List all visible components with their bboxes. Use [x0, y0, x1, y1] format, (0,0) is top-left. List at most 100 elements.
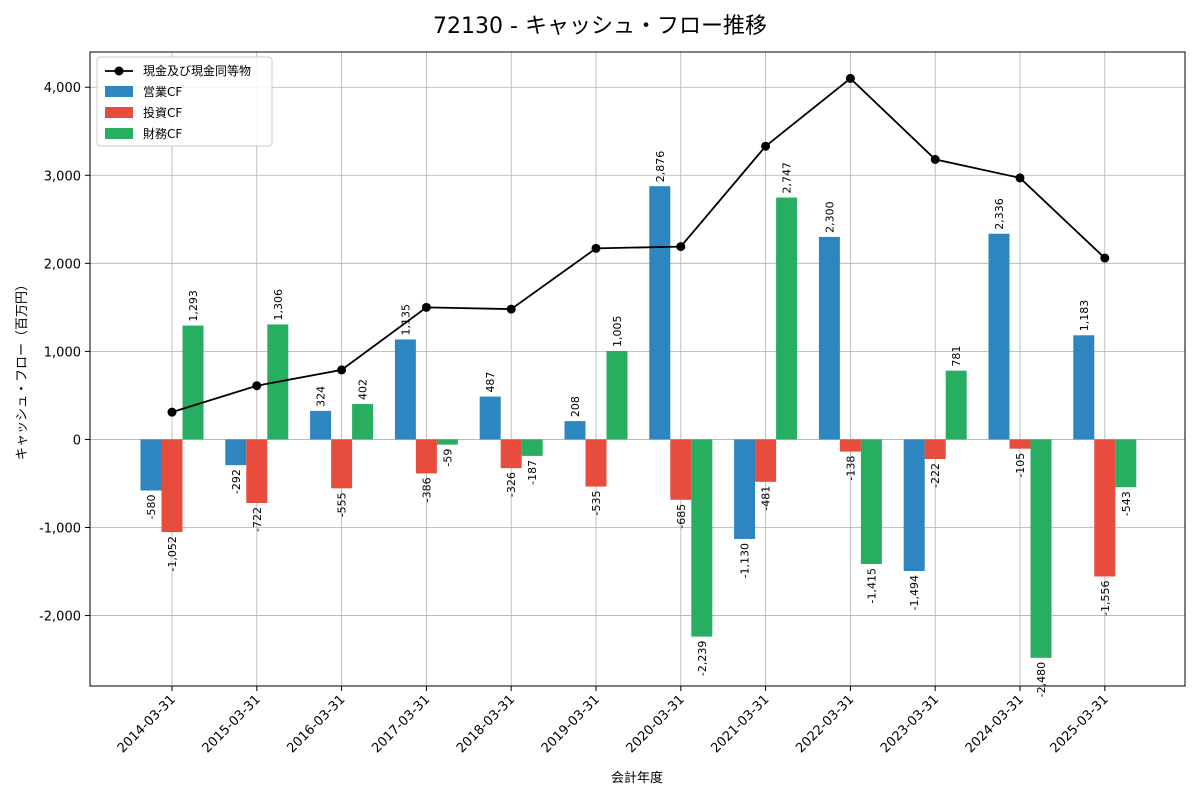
chart-title: 72130 - キャッシュ・フロー推移 — [433, 14, 767, 39]
financing-cf-value-label: -1,415 — [865, 568, 878, 603]
cash-point — [252, 381, 262, 391]
financing-cf-value-label: 1,293 — [187, 290, 200, 322]
cash-point — [591, 243, 601, 253]
financing-cf-bar — [945, 370, 967, 440]
investing-cf-value-label: -1,556 — [1099, 580, 1112, 615]
investing-cf-value-label: -481 — [760, 486, 773, 511]
financing-cf-value-label: 781 — [950, 346, 963, 367]
financing-cf-value-label: 1,306 — [272, 289, 285, 321]
operating-cf-value-label: -1,130 — [739, 543, 752, 578]
operating-cf-value-label: -1,494 — [908, 575, 921, 610]
legend-label: 営業CF — [143, 85, 182, 99]
operating-cf-bar — [1073, 335, 1095, 440]
investing-cf-value-label: -555 — [336, 492, 349, 517]
financing-cf-value-label: -59 — [441, 449, 454, 467]
operating-cf-bar — [310, 410, 332, 440]
financing-cf-bar — [606, 350, 628, 440]
financing-cf-bar — [776, 197, 798, 440]
cash-point — [761, 141, 771, 151]
cash-point — [930, 154, 940, 164]
operating-cf-bar — [818, 236, 840, 440]
investing-cf-bar — [331, 439, 353, 489]
cash-point — [845, 73, 855, 83]
investing-cf-bar — [1009, 439, 1031, 449]
legend-financing-cf-swatch — [105, 128, 133, 139]
investing-cf-bar — [246, 439, 268, 504]
legend-investing-cf-swatch — [105, 107, 133, 118]
investing-cf-value-label: -326 — [505, 472, 518, 497]
legend-operating-cf-swatch — [105, 86, 133, 97]
investing-cf-bar — [415, 439, 437, 474]
financing-cf-bar — [352, 404, 374, 440]
financing-cf-bar — [1115, 439, 1137, 488]
investing-cf-bar — [161, 439, 183, 533]
investing-cf-bar — [500, 439, 522, 469]
financing-cf-value-label: 1,005 — [611, 315, 624, 347]
financing-cf-bar — [1030, 439, 1052, 658]
financing-cf-bar — [860, 439, 882, 565]
operating-cf-value-label: 324 — [315, 386, 328, 407]
operating-cf-bar — [394, 339, 416, 440]
investing-cf-value-label: -722 — [251, 507, 264, 532]
investing-cf-bar — [670, 439, 692, 500]
investing-cf-bar — [585, 439, 607, 487]
y-tick-label: -2,000 — [39, 610, 81, 625]
operating-cf-value-label: 2,876 — [654, 151, 667, 183]
investing-cf-value-label: -222 — [929, 463, 942, 488]
financing-cf-bar — [436, 439, 458, 445]
financing-cf-value-label: -543 — [1120, 491, 1133, 516]
investing-cf-value-label: -386 — [420, 477, 433, 502]
cash-point — [421, 302, 431, 312]
financing-cf-value-label: 2,747 — [781, 162, 794, 194]
investing-cf-value-label: -138 — [844, 456, 857, 481]
investing-cf-value-label: -105 — [1014, 453, 1027, 478]
operating-cf-bar — [140, 439, 162, 491]
financing-cf-bar — [691, 439, 713, 637]
y-tick-label: 3,000 — [44, 169, 81, 184]
cash-point — [1100, 253, 1110, 263]
operating-cf-value-label: 487 — [484, 372, 497, 393]
investing-cf-value-label: -685 — [675, 504, 688, 529]
legend-box — [96, 56, 273, 147]
operating-cf-bar — [903, 439, 925, 571]
plot-frame — [89, 51, 1186, 687]
operating-cf-value-label: 2,300 — [823, 201, 836, 233]
y-tick-label: 0 — [73, 433, 81, 448]
operating-cf-value-label: 1,135 — [399, 304, 412, 336]
cash-point — [1015, 173, 1025, 183]
legend-label: 投資CF — [143, 105, 182, 120]
financing-cf-bar — [521, 439, 543, 456]
y-tick-label: 2,000 — [44, 257, 81, 272]
investing-cf-bar — [839, 439, 861, 452]
x-axis-title: 会計年度 — [611, 770, 663, 786]
financing-cf-value-label: -2,480 — [1035, 662, 1048, 697]
operating-cf-bar — [564, 421, 586, 440]
operating-cf-value-label: -292 — [230, 469, 243, 494]
investing-cf-bar — [755, 439, 777, 482]
cash-point — [337, 365, 347, 375]
financing-cf-value-label: -2,239 — [696, 641, 709, 676]
legend-label: 財務CF — [143, 126, 182, 141]
cash-point — [167, 407, 177, 417]
financing-cf-value-label: 402 — [357, 379, 370, 400]
cash-point — [506, 304, 516, 314]
operating-cf-value-label: 208 — [569, 396, 582, 417]
operating-cf-bar — [225, 439, 247, 466]
investing-cf-bar — [924, 439, 946, 459]
y-tick-label: 1,000 — [44, 345, 81, 360]
y-axis-title: キャッシュ・フロー（百万円） — [15, 278, 30, 460]
cash-point — [676, 242, 686, 252]
financing-cf-bar — [182, 325, 204, 440]
cash-line — [171, 77, 1106, 414]
operating-cf-value-label: -580 — [145, 495, 158, 520]
operating-cf-bar — [988, 233, 1010, 440]
legend-label: 現金及び現金同等物 — [143, 63, 251, 78]
operating-cf-bar — [479, 396, 501, 440]
operating-cf-value-label: 1,183 — [1078, 300, 1091, 332]
operating-cf-value-label: 2,336 — [993, 198, 1006, 230]
operating-cf-bar — [734, 439, 756, 539]
y-tick-label: 4,000 — [44, 81, 81, 96]
financing-cf-value-label: -187 — [526, 460, 539, 485]
